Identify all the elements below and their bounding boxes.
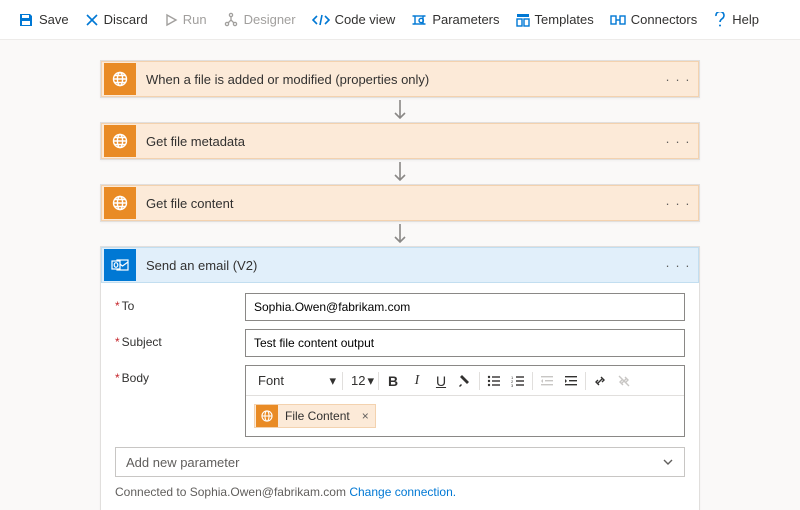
card-header[interactable]: When a file is added or modified (proper… [101, 61, 699, 97]
flow-arrow [393, 160, 407, 184]
help-button[interactable]: Help [705, 4, 767, 36]
field-body: *Body Font ▾ 12 ▾ [115, 365, 685, 437]
change-connection-link[interactable]: Change connection. [349, 485, 456, 499]
help-label: Help [732, 12, 759, 27]
card-title: Get file metadata [138, 134, 664, 149]
card-menu-button[interactable]: · · · [664, 134, 692, 149]
card-header[interactable]: Get file metadata · · · [101, 123, 699, 159]
card-menu-button[interactable]: · · · [664, 196, 692, 211]
action-card-metadata[interactable]: Get file metadata · · · [100, 122, 700, 160]
card-menu-button[interactable]: · · · [664, 72, 692, 87]
card-title: Send an email (V2) [138, 258, 664, 273]
add-parameter-dropdown[interactable]: Add new parameter [115, 447, 685, 477]
parameters-icon [411, 12, 427, 28]
field-subject: *Subject [115, 329, 685, 357]
subject-input[interactable] [245, 329, 685, 357]
rte-link-button[interactable] [588, 369, 612, 393]
rte-font-picker[interactable]: Font ▾ [250, 369, 340, 393]
templates-label: Templates [535, 12, 594, 27]
field-label: *Body [115, 365, 245, 385]
sharepoint-icon [104, 63, 136, 95]
parameters-button[interactable]: Parameters [403, 4, 507, 36]
discard-label: Discard [104, 12, 148, 27]
rte-color-button[interactable] [453, 369, 477, 393]
sharepoint-icon [104, 187, 136, 219]
caret-down-icon: ▾ [367, 373, 374, 389]
action-card-content[interactable]: Get file content · · · [100, 184, 700, 222]
command-bar: Save Discard Run Designer Code view Para… [0, 0, 800, 40]
card-title: Get file content [138, 196, 664, 211]
templates-button[interactable]: Templates [508, 4, 602, 36]
connection-account: Sophia.Owen@fabrikam.com [190, 485, 346, 499]
card-header[interactable]: Get file content · · · [101, 185, 699, 221]
designer-icon [223, 12, 239, 28]
chevron-down-icon [662, 456, 674, 468]
card-title: When a file is added or modified (proper… [138, 72, 664, 87]
connection-info: Connected to Sophia.Owen@fabrikam.com Ch… [115, 485, 685, 499]
rte-toolbar: Font ▾ 12 ▾ B I [246, 366, 684, 396]
rte-outdent-button[interactable] [535, 369, 559, 393]
rte-indent-button[interactable] [559, 369, 583, 393]
code-view-icon [312, 13, 330, 27]
code-view-label: Code view [335, 12, 396, 27]
card-header[interactable]: Send an email (V2) · · · [101, 247, 699, 283]
designer-button[interactable]: Designer [215, 4, 304, 36]
rte-bullet-list-button[interactable] [482, 369, 506, 393]
connectors-label: Connectors [631, 12, 697, 27]
code-view-button[interactable]: Code view [304, 4, 404, 36]
to-input[interactable] [245, 293, 685, 321]
rte-unlink-button[interactable] [612, 369, 636, 393]
rich-text-editor: Font ▾ 12 ▾ B I [245, 365, 685, 437]
body-input[interactable]: File Content × [246, 396, 684, 436]
discard-button[interactable]: Discard [77, 4, 156, 36]
designer-canvas: When a file is added or modified (proper… [0, 40, 800, 510]
field-label: *To [115, 293, 245, 313]
designer-label: Designer [244, 12, 296, 27]
save-button[interactable]: Save [10, 4, 77, 36]
outlook-icon [104, 249, 136, 281]
card-menu-button[interactable]: · · · [664, 258, 692, 273]
templates-icon [516, 13, 530, 27]
svg-text:3: 3 [511, 383, 514, 388]
flow-arrow [393, 222, 407, 246]
run-button[interactable]: Run [156, 4, 215, 36]
rte-size-picker[interactable]: 12 ▾ [345, 373, 376, 389]
help-icon [713, 12, 727, 28]
card-body: *To *Subject *Body [101, 283, 699, 510]
action-card-email: Send an email (V2) · · · *To *Subject [100, 246, 700, 510]
field-label: *Subject [115, 329, 245, 349]
discard-icon [85, 13, 99, 27]
workflow: When a file is added or modified (proper… [100, 60, 700, 510]
run-label: Run [183, 12, 207, 27]
flow-arrow [393, 98, 407, 122]
parameters-label: Parameters [432, 12, 499, 27]
token-remove-button[interactable]: × [356, 409, 375, 423]
save-label: Save [39, 12, 69, 27]
field-to: *To [115, 293, 685, 321]
add-parameter-label: Add new parameter [126, 455, 239, 470]
rte-underline-button[interactable]: U [429, 369, 453, 393]
sharepoint-icon [104, 125, 136, 157]
dynamic-content-token[interactable]: File Content × [254, 404, 376, 428]
caret-down-icon: ▾ [329, 373, 336, 389]
token-label: File Content [279, 409, 356, 423]
connectors-button[interactable]: Connectors [602, 4, 705, 36]
rte-bold-button[interactable]: B [381, 369, 405, 393]
run-icon [164, 13, 178, 27]
trigger-card[interactable]: When a file is added or modified (proper… [100, 60, 700, 98]
rte-italic-button[interactable]: I [405, 369, 429, 393]
save-icon [18, 12, 34, 28]
connectors-icon [610, 13, 626, 27]
rte-number-list-button[interactable]: 123 [506, 369, 530, 393]
sharepoint-icon [256, 405, 278, 427]
